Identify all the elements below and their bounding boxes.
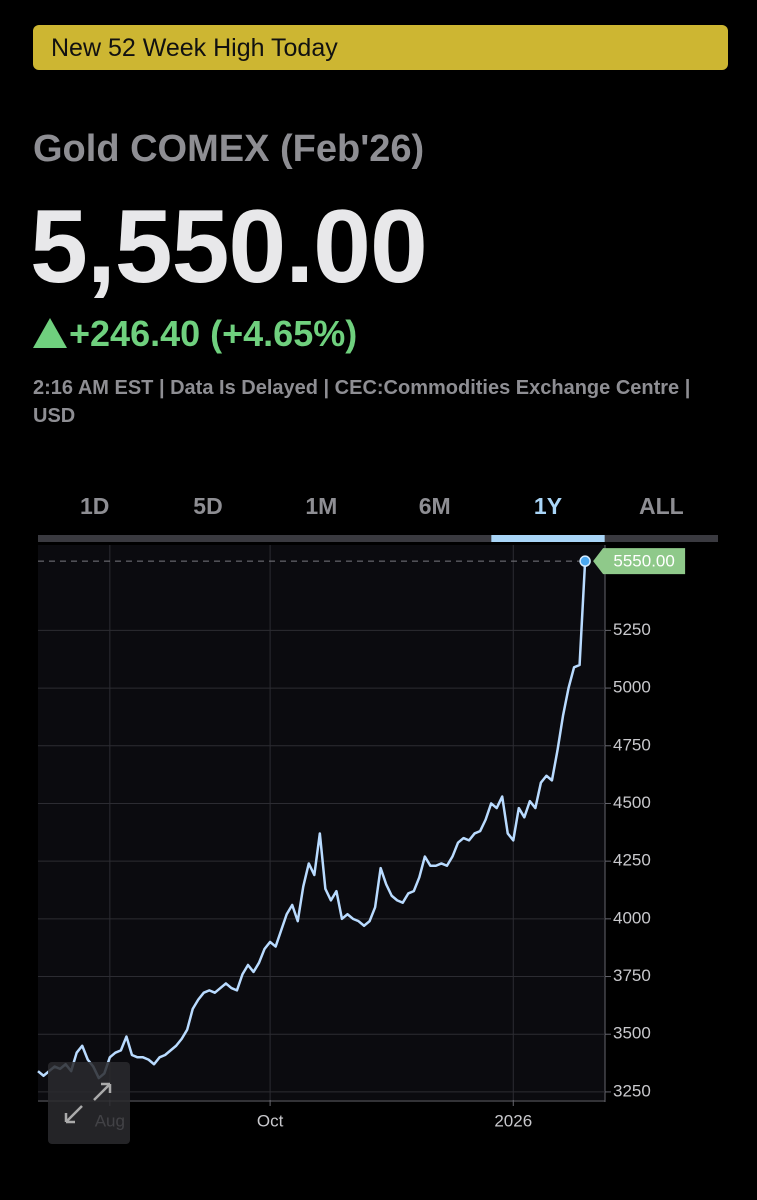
tab[interactable]: 1D: [80, 493, 109, 519]
tab[interactable]: 6M: [419, 493, 451, 519]
change: +246.40 (+4.65%): [33, 313, 357, 355]
tab[interactable]: ALL: [639, 493, 684, 519]
title: Gold COMEX (Feb'26): [33, 128, 425, 170]
tab-underline: [491, 535, 605, 542]
price: 5,550.00: [30, 189, 428, 305]
y-tick-label: 4750: [613, 735, 651, 754]
plot-bg: [38, 545, 605, 1100]
last-point: [579, 555, 591, 567]
chart: 1D 5D 1M 6M 1Y ALL 3250 3500 3750 4000 4250 4500 475…: [37, 493, 718, 1144]
tab[interactable]: 5D: [193, 493, 222, 519]
last-label-bg: [593, 548, 686, 575]
tab[interactable]: 1M: [305, 493, 337, 519]
price-line: [37, 561, 587, 1080]
x-tick-label: Oct: [257, 1111, 284, 1130]
y-tick-label: 5250: [613, 620, 651, 639]
y-tick-label: 3750: [613, 966, 651, 985]
icon-bg: [48, 1062, 130, 1144]
tab[interactable]: 1Y: [534, 493, 562, 519]
y-tick-label: 5000: [613, 678, 651, 697]
up-arrow: [33, 318, 67, 348]
change-text: +246.40 (+4.65%): [69, 313, 358, 354]
last-label: 5550.00: [613, 552, 674, 571]
banner: New 52 Week High Today: [33, 25, 728, 70]
y-tick-label: 3500: [613, 1024, 651, 1043]
y-tick-label: 4500: [613, 793, 651, 812]
y-tick-label: 3250: [613, 1081, 651, 1100]
expand-icon[interactable]: [48, 1062, 130, 1144]
banner-text: New 52 Week High Today: [51, 34, 338, 62]
y-tick-label: 4000: [613, 908, 651, 927]
icon-arrows: [64, 1082, 112, 1124]
tab-track: [38, 535, 718, 542]
x-tick-label: 2026: [494, 1111, 532, 1130]
info: 2:16 AM EST | Data Is Delayed | CEC:Comm…: [33, 377, 691, 427]
y-tick-label: 4250: [613, 851, 651, 870]
